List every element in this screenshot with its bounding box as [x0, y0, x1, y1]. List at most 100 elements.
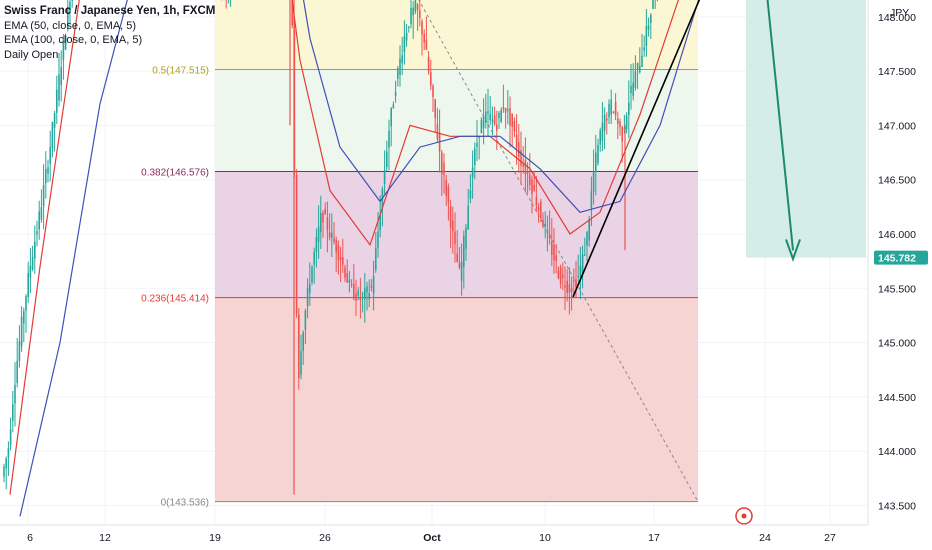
- daily-open-legend[interactable]: Daily Open: [4, 48, 59, 61]
- ema50-legend[interactable]: EMA (50, close, 0, EMA, 5): [4, 19, 137, 32]
- candle-body: [476, 142, 478, 148]
- candle-body: [412, 7, 414, 16]
- projection-arrow: [766, 0, 794, 251]
- candle-body: [458, 262, 461, 268]
- candle-body: [42, 184, 45, 207]
- candle-body: [434, 99, 436, 119]
- candle-body: [526, 170, 529, 174]
- candle-body: [478, 136, 480, 138]
- candle-body: [463, 236, 465, 268]
- candle-body: [390, 107, 392, 127]
- candle-body: [588, 218, 590, 241]
- ema100-legend[interactable]: EMA (100, close, 0, EMA, 5): [4, 34, 143, 46]
- date-tick-label: 6: [27, 532, 33, 544]
- chart-legend: Swiss Franc / Japanese Yen, 1h, FXCM EMA…: [4, 4, 215, 62]
- candle-body: [56, 89, 58, 113]
- candle-body: [49, 147, 51, 164]
- candle-body: [328, 232, 331, 238]
- candle-body: [353, 283, 355, 299]
- candle-body: [370, 286, 373, 288]
- candle-body: [496, 124, 498, 131]
- candle-body: [619, 121, 621, 128]
- candle-body: [630, 85, 632, 93]
- target-icon-dot: [741, 513, 747, 519]
- candle-body: [295, 175, 298, 314]
- candle-body: [23, 311, 25, 324]
- candle-body: [599, 130, 601, 145]
- candle-body: [592, 171, 595, 192]
- candle-body: [342, 256, 344, 265]
- candle-body: [452, 220, 454, 232]
- candle-body: [372, 276, 375, 294]
- candle-body: [423, 33, 425, 43]
- date-tick-label: 27: [824, 532, 836, 544]
- candle-body: [399, 58, 401, 75]
- candle-body: [14, 384, 16, 404]
- candle-body: [579, 265, 582, 278]
- candle-body: [557, 270, 560, 279]
- candle-body: [326, 217, 329, 231]
- date-tick-label: 19: [209, 532, 221, 544]
- candle-body: [306, 287, 309, 307]
- candle-body: [542, 219, 544, 227]
- candle-body: [64, 35, 67, 50]
- candle-body: [7, 448, 10, 458]
- candle-body: [31, 256, 34, 270]
- candle-body: [45, 169, 47, 184]
- candle-body: [408, 26, 410, 28]
- candle-body: [489, 113, 491, 120]
- candle-body: [421, 21, 423, 35]
- candle-body: [324, 208, 326, 214]
- candle-body: [339, 257, 342, 261]
- candle-body: [652, 0, 654, 9]
- candle-body: [498, 112, 500, 118]
- candle-body: [504, 107, 507, 113]
- candle-body: [425, 39, 428, 50]
- candle-body: [471, 167, 474, 178]
- candle-body: [344, 267, 346, 278]
- candle-body: [570, 287, 573, 293]
- candle-body: [335, 239, 337, 253]
- candle-body: [5, 458, 7, 469]
- candle-body: [60, 67, 62, 85]
- date-tick-label: Oct: [423, 532, 441, 544]
- candle-body: [482, 116, 485, 128]
- candle-body: [597, 144, 599, 164]
- candle-body: [509, 107, 511, 126]
- candle-body: [559, 267, 562, 284]
- candle-body: [469, 190, 472, 199]
- candle-body: [544, 223, 546, 227]
- trend-line: [572, 0, 701, 298]
- candle-body: [403, 36, 406, 52]
- candle-body: [623, 128, 626, 130]
- candle-body: [38, 211, 40, 230]
- candle-body: [643, 47, 645, 51]
- candle-body: [513, 120, 516, 132]
- candle-body: [447, 186, 450, 203]
- candle-body: [436, 124, 439, 140]
- candle-body: [647, 25, 650, 30]
- candle-body: [16, 360, 18, 383]
- candle-body: [493, 115, 496, 125]
- candle-body: [628, 102, 630, 116]
- price-tick-label: 144.000: [878, 446, 916, 458]
- candle-body: [548, 233, 551, 239]
- candle-body: [485, 111, 487, 123]
- candle-body: [368, 293, 370, 300]
- candle-body: [416, 4, 419, 10]
- fib-level-label: 0.5(147.515): [152, 65, 209, 76]
- candle-body: [603, 114, 606, 131]
- candle-body: [311, 266, 313, 283]
- candle-body: [317, 226, 320, 242]
- candle-body: [456, 253, 458, 263]
- target-icon[interactable]: [735, 507, 753, 525]
- candle-body: [379, 215, 381, 231]
- candle-body: [350, 284, 353, 286]
- price-tick-label: 143.500: [878, 501, 916, 513]
- candle-body: [617, 118, 619, 124]
- candle-body: [300, 351, 302, 376]
- symbol-title[interactable]: Swiss Franc / Japanese Yen, 1h, FXCM: [4, 5, 216, 17]
- candle-body: [401, 55, 403, 64]
- candle-body: [491, 119, 494, 123]
